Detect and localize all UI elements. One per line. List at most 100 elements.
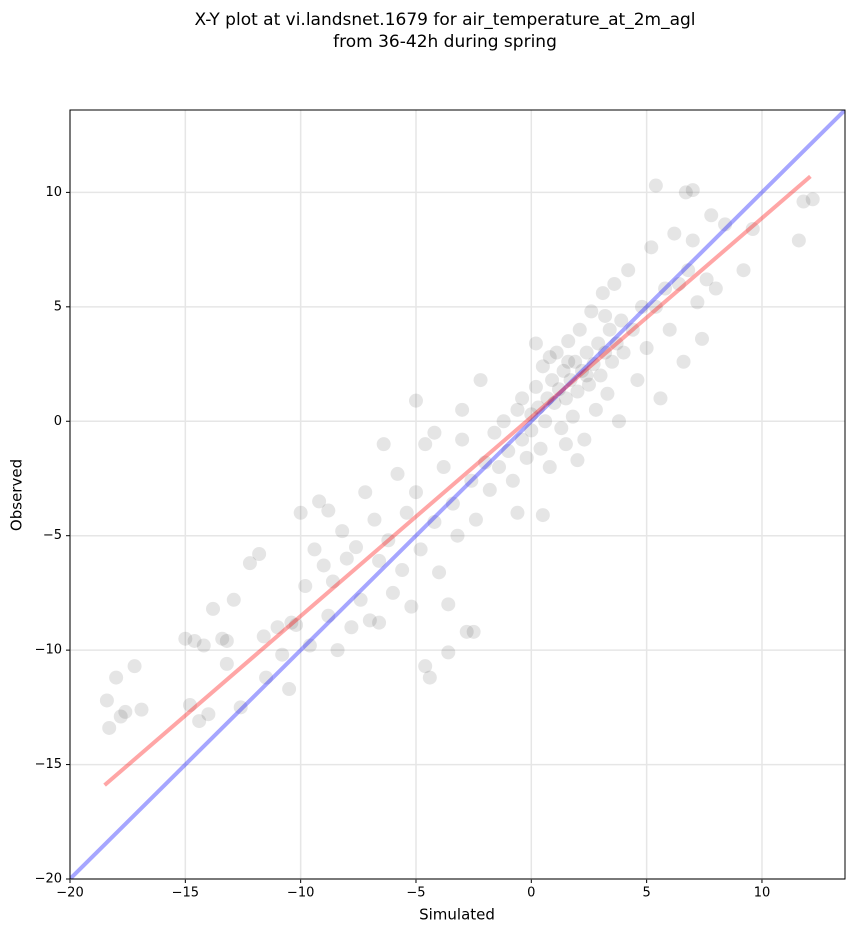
point bbox=[321, 608, 336, 623]
x-axis-label: Simulated bbox=[419, 906, 495, 924]
point bbox=[671, 276, 686, 291]
point bbox=[614, 313, 629, 328]
point bbox=[399, 505, 414, 520]
point bbox=[206, 601, 221, 616]
point bbox=[395, 563, 410, 578]
point bbox=[339, 551, 354, 566]
point bbox=[538, 414, 553, 429]
point bbox=[427, 514, 442, 529]
point bbox=[685, 233, 700, 248]
point bbox=[385, 585, 400, 600]
point bbox=[699, 272, 714, 287]
point bbox=[653, 391, 668, 406]
point bbox=[563, 373, 578, 388]
point bbox=[178, 631, 193, 646]
point bbox=[607, 276, 622, 291]
point bbox=[242, 556, 257, 571]
point bbox=[568, 354, 583, 369]
point bbox=[445, 496, 460, 511]
point bbox=[736, 263, 751, 278]
point bbox=[376, 437, 391, 452]
point bbox=[745, 222, 760, 237]
point bbox=[252, 547, 267, 562]
point bbox=[450, 528, 465, 543]
point bbox=[528, 379, 543, 394]
point bbox=[408, 485, 423, 500]
point bbox=[473, 373, 488, 388]
point bbox=[335, 524, 350, 539]
y-tick-label: −15 bbox=[35, 757, 62, 772]
chart-subtitle: from 36-42h during spring bbox=[333, 32, 557, 52]
point bbox=[501, 444, 516, 459]
point bbox=[496, 414, 511, 429]
point bbox=[570, 384, 585, 399]
y-tick-label: −10 bbox=[35, 643, 62, 658]
point bbox=[441, 645, 456, 660]
y-tick-label: −20 bbox=[35, 872, 62, 887]
point bbox=[99, 693, 114, 708]
point bbox=[598, 308, 613, 323]
point bbox=[182, 698, 197, 713]
point bbox=[551, 382, 566, 397]
y-tick-label: 5 bbox=[54, 299, 62, 314]
point bbox=[102, 720, 117, 735]
point bbox=[531, 400, 546, 415]
point bbox=[418, 659, 433, 674]
point bbox=[381, 533, 396, 548]
point bbox=[648, 178, 663, 193]
point bbox=[219, 656, 234, 671]
point bbox=[579, 345, 594, 360]
point bbox=[575, 363, 590, 378]
point bbox=[219, 633, 234, 648]
point bbox=[630, 373, 645, 388]
point bbox=[201, 707, 216, 722]
point bbox=[422, 670, 437, 685]
point bbox=[648, 299, 663, 314]
point bbox=[708, 281, 723, 296]
point bbox=[542, 460, 557, 475]
point bbox=[602, 322, 617, 337]
point bbox=[118, 704, 133, 719]
point bbox=[408, 393, 423, 408]
point bbox=[316, 558, 331, 573]
point bbox=[570, 453, 585, 468]
point bbox=[625, 322, 640, 337]
point bbox=[455, 402, 470, 417]
point bbox=[372, 615, 387, 630]
point bbox=[579, 368, 594, 383]
point bbox=[275, 647, 290, 662]
point bbox=[535, 508, 550, 523]
point bbox=[694, 331, 709, 346]
point bbox=[535, 359, 550, 374]
point bbox=[478, 455, 493, 470]
point bbox=[572, 322, 587, 337]
point bbox=[805, 192, 820, 207]
x-tick-label: −20 bbox=[56, 886, 83, 901]
point bbox=[413, 542, 428, 557]
point bbox=[312, 494, 327, 509]
point bbox=[561, 354, 576, 369]
point bbox=[533, 441, 548, 456]
point bbox=[595, 286, 610, 301]
point bbox=[549, 345, 564, 360]
point bbox=[233, 700, 248, 715]
point bbox=[330, 643, 345, 658]
point bbox=[259, 670, 274, 685]
point bbox=[487, 425, 502, 440]
point bbox=[466, 624, 481, 639]
point bbox=[639, 341, 654, 356]
point bbox=[134, 702, 149, 717]
point bbox=[455, 432, 470, 447]
point bbox=[427, 425, 442, 440]
point bbox=[635, 299, 650, 314]
point bbox=[187, 633, 202, 648]
point bbox=[558, 437, 573, 452]
point bbox=[621, 263, 636, 278]
plot-frame bbox=[69, 109, 846, 880]
point bbox=[284, 615, 299, 630]
point bbox=[561, 334, 576, 349]
point bbox=[307, 542, 322, 557]
point bbox=[678, 185, 693, 200]
point bbox=[685, 183, 700, 198]
